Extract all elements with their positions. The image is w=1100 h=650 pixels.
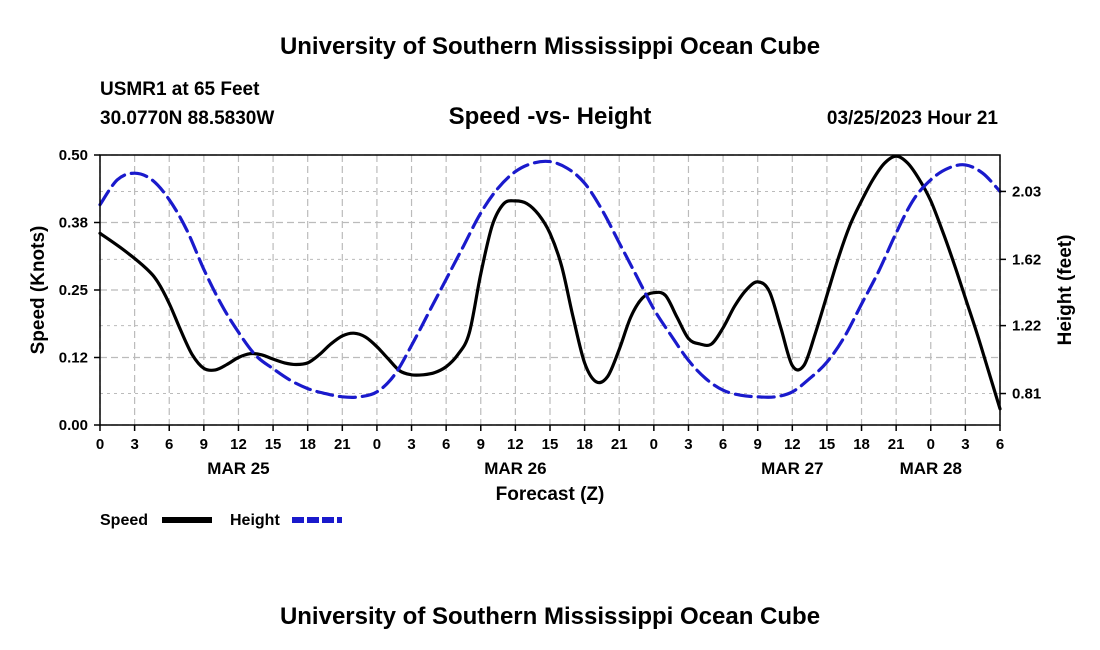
page-title-top: University of Southern Mississippi Ocean… bbox=[280, 33, 820, 60]
x-tick-label: 0 bbox=[650, 436, 658, 453]
x-tick-label: 3 bbox=[684, 436, 692, 453]
y-tick-label-right: 2.03 bbox=[1012, 183, 1041, 200]
x-axis-label: Forecast (Z) bbox=[496, 484, 605, 505]
axes-group: 0 3 6 9 12 15 18 21 0 3 6 9 12 15 18 21 0 3 6 9 12 15 18 21 0 3 6 M… bbox=[59, 147, 1041, 478]
legend-height-label: Height bbox=[230, 512, 280, 529]
coordinates-label: 30.0770N 88.5830W bbox=[100, 108, 274, 129]
x-tick-label: 6 bbox=[442, 436, 450, 453]
x-tick-label: 0 bbox=[927, 436, 935, 453]
y-axis-label-right: Height (feet) bbox=[1055, 235, 1076, 346]
x-tick-label: 21 bbox=[611, 436, 628, 453]
x-tick-label: 12 bbox=[230, 436, 247, 453]
chart-title: Speed -vs- Height bbox=[449, 103, 652, 130]
x-tick-label: 6 bbox=[165, 436, 173, 453]
series-group bbox=[98, 154, 1002, 411]
y-tick-label-left: 0.50 bbox=[59, 147, 88, 164]
y-tick-label-left: 0.12 bbox=[59, 350, 88, 367]
x-tick-label: 15 bbox=[819, 436, 836, 453]
x-tick-label: 6 bbox=[996, 436, 1004, 453]
x-date-label: MAR 28 bbox=[900, 459, 962, 478]
x-tick-label: 18 bbox=[299, 436, 316, 453]
y-axis-label-left: Speed (Knots) bbox=[28, 226, 49, 355]
x-tick-label: 12 bbox=[507, 436, 524, 453]
height-series-line bbox=[98, 159, 1002, 399]
speed-series-line bbox=[98, 154, 1002, 411]
x-tick-label: 3 bbox=[407, 436, 415, 453]
x-tick-label: 18 bbox=[576, 436, 593, 453]
x-tick-label: 18 bbox=[853, 436, 870, 453]
x-tick-label: 9 bbox=[200, 436, 208, 453]
y-tick-label-left: 0.00 bbox=[59, 417, 88, 434]
y-tick-label-left: 0.38 bbox=[59, 215, 88, 232]
y-tick-label-right: 1.22 bbox=[1012, 318, 1041, 335]
page-title-bottom: University of Southern Mississippi Ocean… bbox=[280, 603, 820, 630]
x-tick-label: 21 bbox=[334, 436, 351, 453]
x-tick-label: 0 bbox=[96, 436, 104, 453]
x-tick-label: 9 bbox=[477, 436, 485, 453]
y-tick-label-right: 1.62 bbox=[1012, 251, 1041, 268]
x-tick-label: 6 bbox=[719, 436, 727, 453]
x-tick-label: 3 bbox=[130, 436, 138, 453]
legend: Speed Height bbox=[100, 512, 342, 529]
x-tick-label: 9 bbox=[754, 436, 762, 453]
x-tick-label: 0 bbox=[373, 436, 381, 453]
datetime-label: 03/25/2023 Hour 21 bbox=[827, 108, 999, 129]
x-tick-label: 21 bbox=[888, 436, 905, 453]
station-label: USMR1 at 65 Feet bbox=[100, 79, 260, 100]
x-tick-label: 12 bbox=[784, 436, 801, 453]
y-tick-label-left: 0.25 bbox=[59, 282, 88, 299]
y-tick-label-right: 0.81 bbox=[1012, 386, 1041, 403]
x-tick-label: 15 bbox=[265, 436, 282, 453]
x-date-label: MAR 27 bbox=[761, 459, 823, 478]
x-date-label: MAR 26 bbox=[484, 459, 546, 478]
x-date-label: MAR 25 bbox=[207, 459, 269, 478]
x-tick-label: 15 bbox=[542, 436, 559, 453]
x-tick-label: 3 bbox=[961, 436, 969, 453]
legend-speed-label: Speed bbox=[100, 512, 148, 529]
